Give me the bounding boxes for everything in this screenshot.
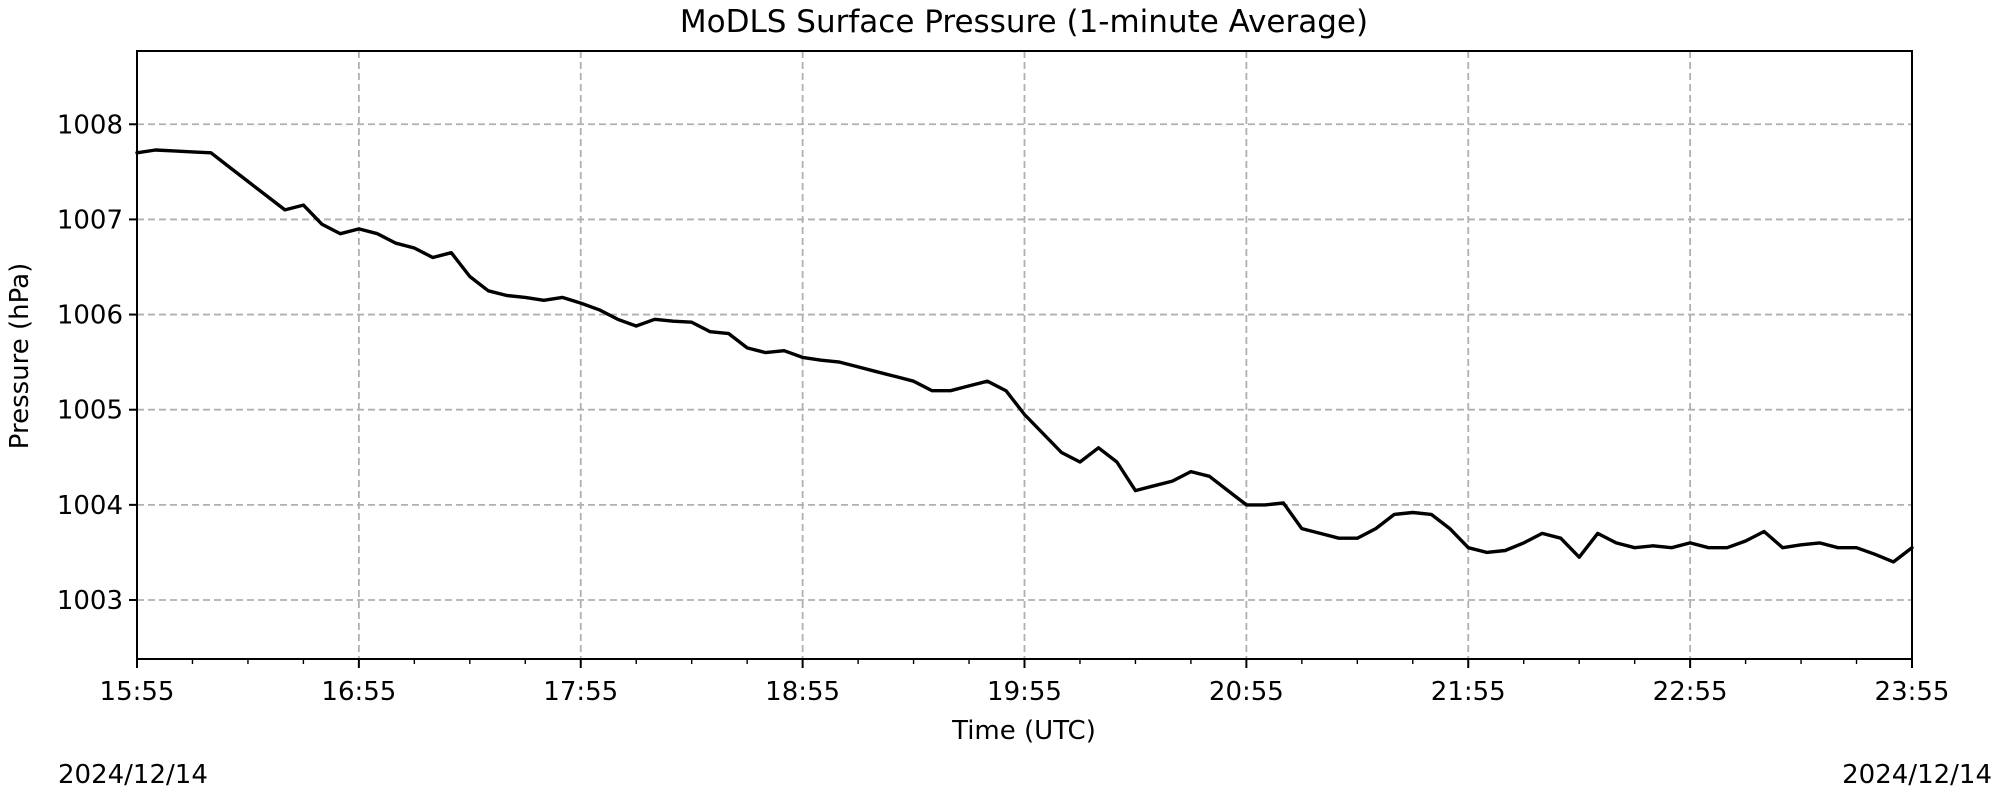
x-tick-label: 18:55: [765, 677, 840, 707]
y-tick-label: 1005: [57, 396, 123, 426]
x-tick-label: 16:55: [321, 677, 396, 707]
y-tick-label: 1007: [57, 205, 123, 235]
start-date-label: 2024/12/14: [58, 760, 208, 790]
y-axis-ticks: 1003 1004 1005 1006 1007 1008: [57, 110, 137, 616]
plot-area-frame: [136, 50, 1913, 660]
y-axis-label: Pressure (hPa): [5, 263, 35, 450]
x-tick-label: 20:55: [1209, 677, 1284, 707]
x-tick-label: 23:55: [1875, 677, 1950, 707]
x-tick-label: 15:55: [100, 677, 175, 707]
x-tick-label: 21:55: [1431, 677, 1506, 707]
x-tick-label: 22:55: [1653, 677, 1728, 707]
chart-title: MoDLS Surface Pressure (1-minute Average…: [680, 4, 1368, 40]
gridlines: [136, 51, 1913, 659]
end-date-label: 2024/12/14: [1842, 760, 1992, 790]
x-tick-label: 19:55: [987, 677, 1062, 707]
x-axis-label: Time (UTC): [951, 716, 1096, 746]
pressure-line: [135, 148, 1914, 564]
y-tick-label: 1008: [57, 110, 123, 140]
y-tick-label: 1003: [57, 586, 123, 616]
y-tick-label: 1004: [57, 491, 123, 521]
x-axis-ticks: 15:55 16:55 17:55 18:55 19:55 20:55 21:55 22:55…: [100, 659, 1950, 707]
x-tick-label: 17:55: [543, 677, 618, 707]
y-tick-label: 1006: [57, 301, 123, 331]
